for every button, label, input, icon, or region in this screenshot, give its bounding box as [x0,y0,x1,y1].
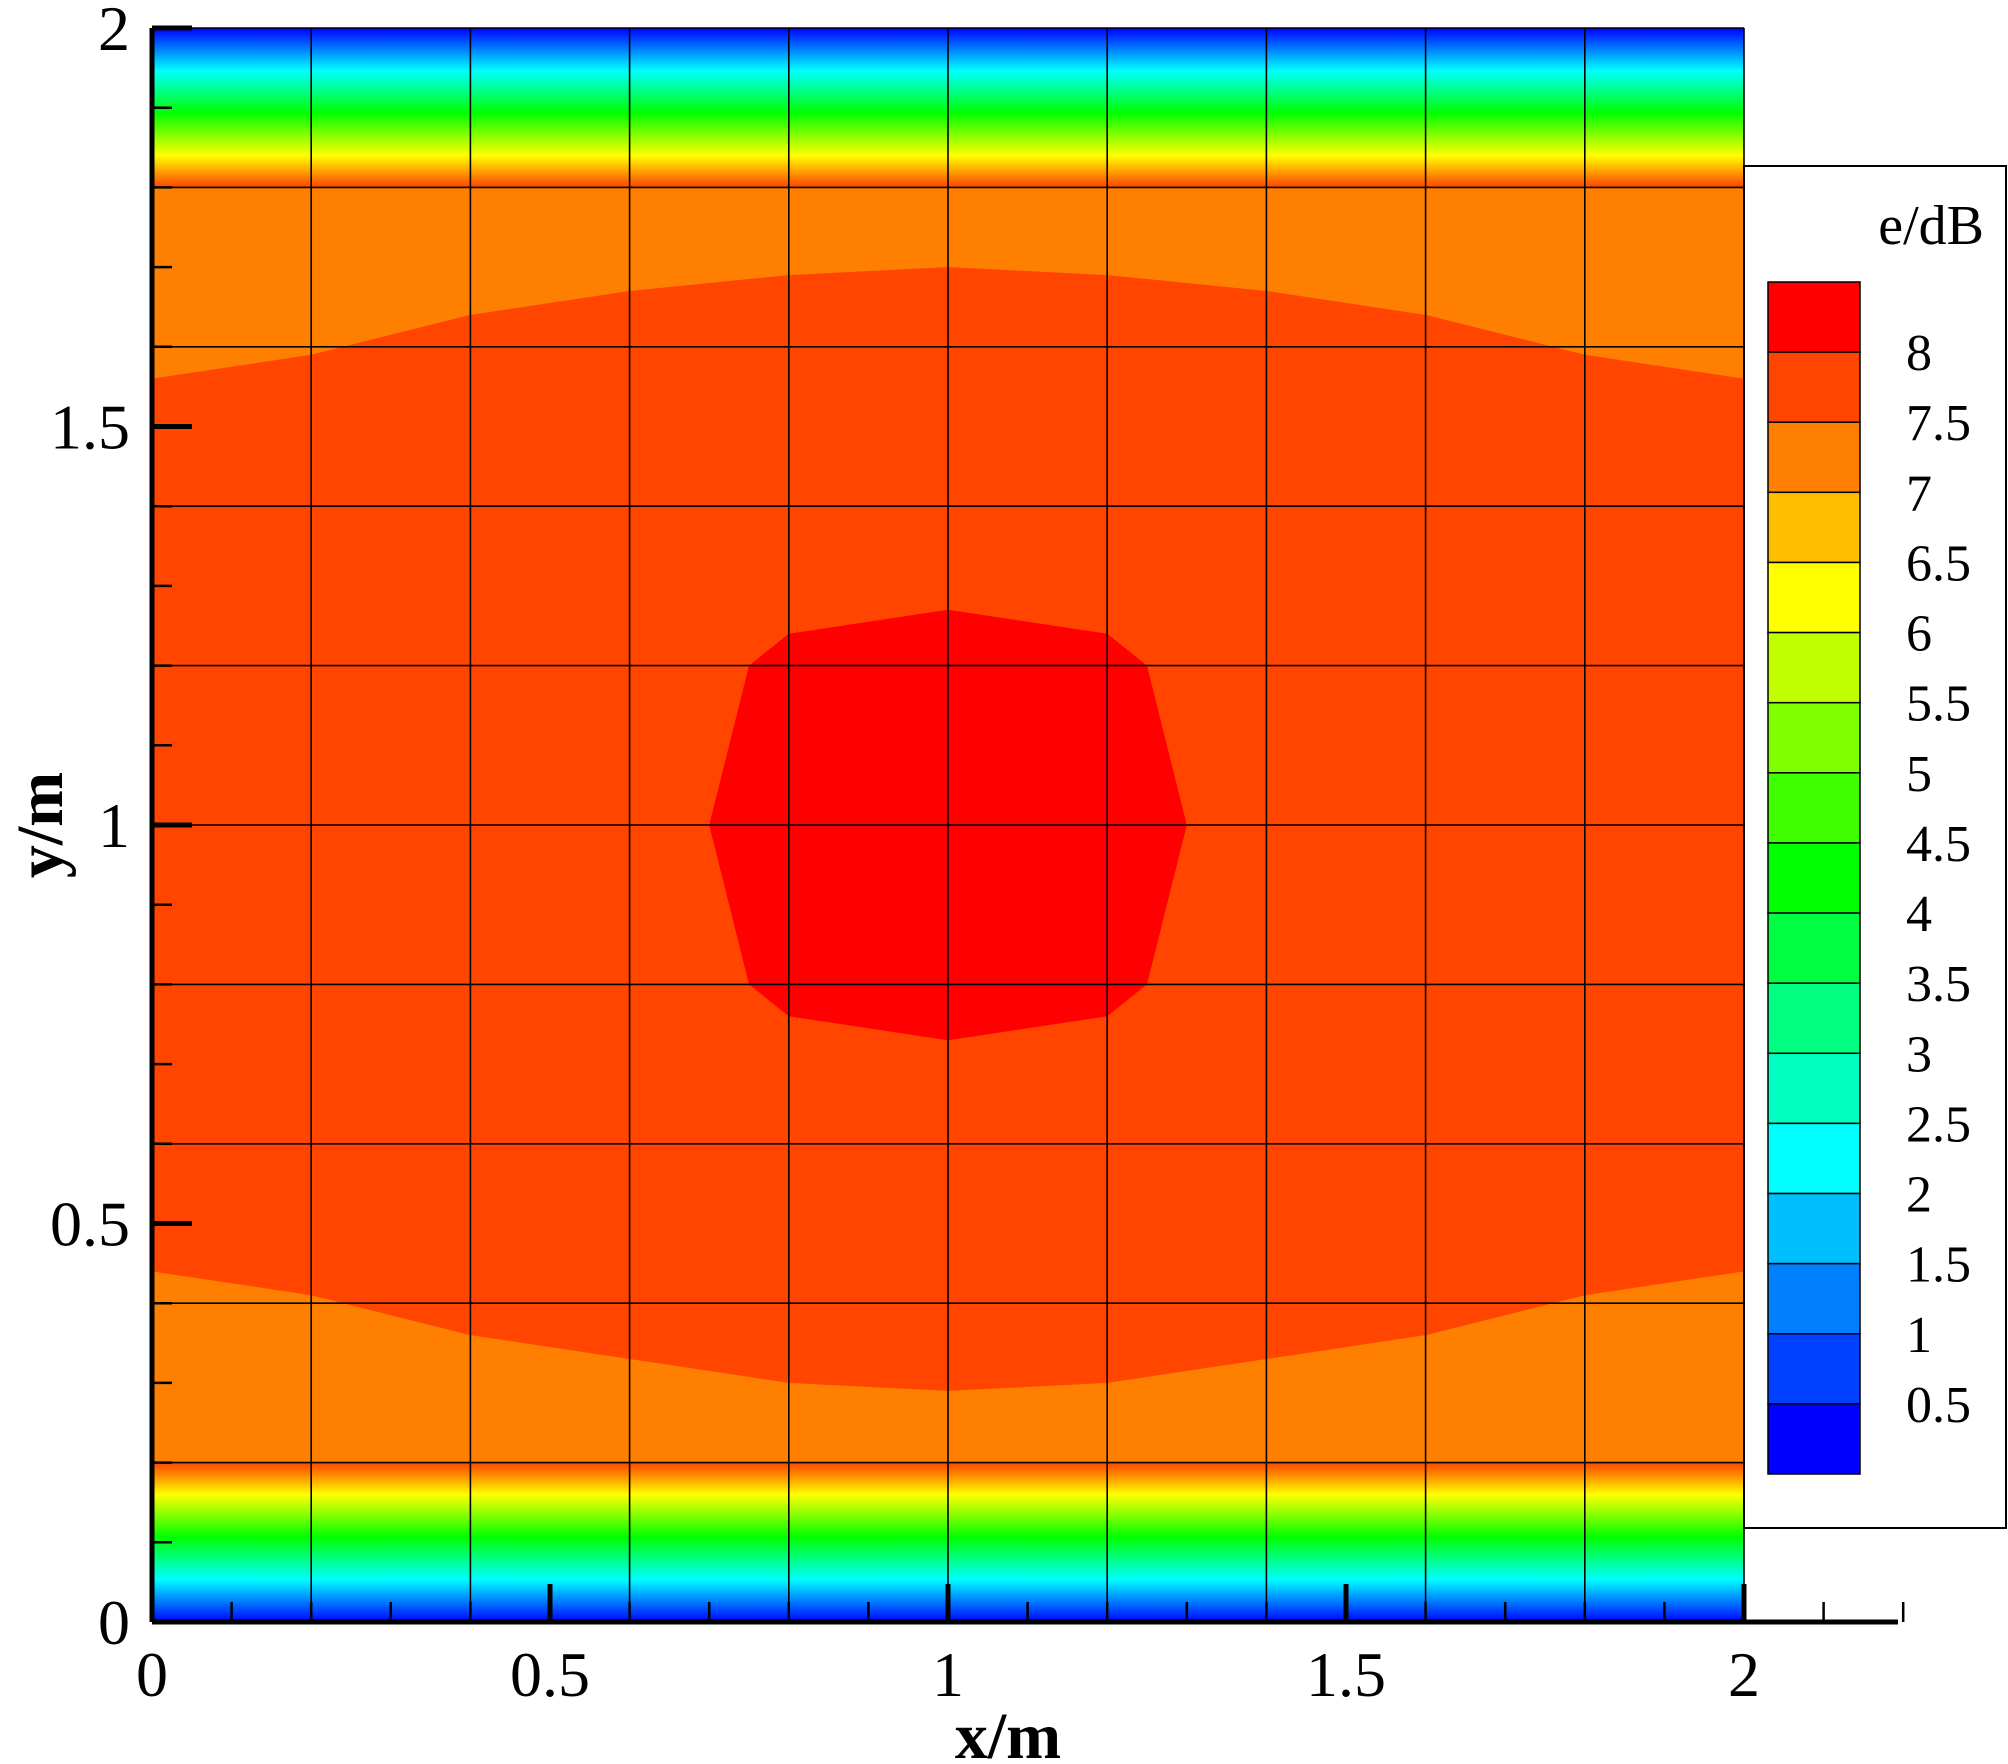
x-tick-label: 2 [1728,1639,1760,1710]
legend-swatch [1767,1192,1861,1265]
legend-level-label: 4.5 [1906,816,1971,873]
y-tick-label: 1.5 [50,392,130,463]
legend-title: e/dB [1878,195,1984,257]
y-tick-label: 1 [98,790,130,861]
legend-level-label: 1.5 [1906,1237,1971,1294]
legend-level-label: 1 [1906,1307,1932,1364]
axes: 0 0.5 1 1.5 2 0 0.5 1 1.5 2 [50,0,1905,1710]
legend-swatch [1767,1262,1861,1335]
x-tick-label: 1 [932,1639,964,1710]
x-axis-title: x/m [955,1700,1061,1764]
legend-level-label: 2.5 [1906,1096,1971,1153]
legend-level-label: 5.5 [1906,676,1971,733]
x-tick-label: 0.5 [510,1639,590,1710]
x-tick-label: 1.5 [1306,1639,1386,1710]
legend-swatch [1767,772,1861,844]
legend-level-label: 3.5 [1906,956,1971,1013]
legend-swatch [1767,631,1861,704]
legend-swatch [1767,561,1861,634]
legend-swatch [1767,912,1861,984]
x-tick-label: 0 [136,1639,168,1710]
legend-swatch [1767,351,1861,423]
legend-level-label: 3 [1906,1026,1932,1083]
legend-swatch [1767,1403,1861,1475]
legend: 8 7.5 7 6.5 6 5.5 5 4.5 4 3.5 3 2.5 2 1.5 1 0.5 [1743,165,2007,1529]
legend-level-label: 6 [1906,606,1932,663]
legend-level-label: 2 [1906,1167,1932,1224]
legend-level-label: 6.5 [1906,535,1971,592]
legend-swatch [1767,701,1861,774]
legend-level-label: 0.5 [1906,1377,1971,1434]
legend-swatch [1767,842,1861,914]
legend-swatch [1767,281,1861,353]
legend-swatch [1767,1052,1861,1125]
legend-swatch [1767,491,1861,564]
legend-level-label: 5 [1906,746,1932,803]
y-tick-label: 0.5 [50,1189,130,1260]
legend-swatch [1767,982,1861,1055]
y-axis-title: y/m [4,772,77,878]
y-tick-label: 2 [98,0,130,64]
legend-swatch [1767,421,1861,494]
legend-level-label: 4 [1906,886,1932,943]
legend-level-label: 7.5 [1906,395,1971,452]
y-tick-label: 0 [98,1587,130,1658]
legend-level-label: 7 [1906,465,1932,522]
legend-level-label: 8 [1906,325,1932,382]
legend-swatch [1767,1122,1861,1195]
legend-swatch [1767,1333,1861,1405]
